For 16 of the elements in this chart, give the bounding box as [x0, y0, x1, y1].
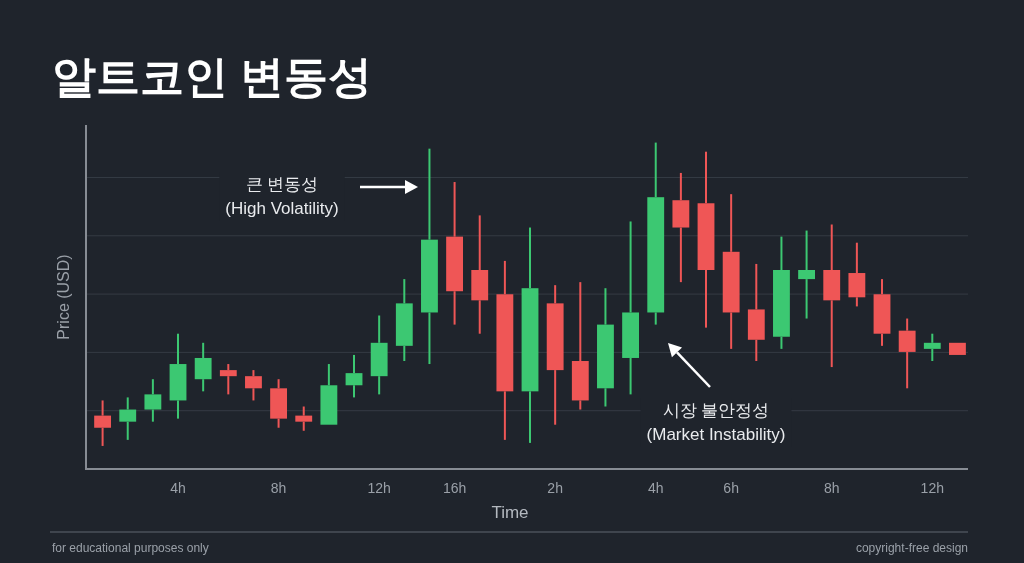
text: copyright-free design [855, 541, 968, 555]
annotation: 큰 변동성 (High Volatility) [225, 175, 339, 218]
x-tick-label: 4h [170, 480, 186, 496]
chart-title: 알트코인 변동성 [52, 52, 373, 101]
x-tick-label: 6h [723, 480, 739, 496]
x-tick-label: 4h [647, 480, 664, 496]
text: for educational purposes only [52, 541, 209, 555]
x-tick-label: 8h [823, 480, 840, 496]
annotation: 시장 불안정성 (Market Instability) [646, 401, 786, 444]
x-axis-title: Time [491, 503, 529, 522]
y-axis-title: Price (USD) [55, 254, 72, 340]
x-tick-label: 12h [920, 480, 944, 496]
x-tick-label: 2h [547, 480, 563, 496]
x-tick-label: 8h [270, 480, 287, 496]
x-tick-label: 12h [367, 480, 391, 496]
x-tick-label: 16h [442, 480, 467, 496]
